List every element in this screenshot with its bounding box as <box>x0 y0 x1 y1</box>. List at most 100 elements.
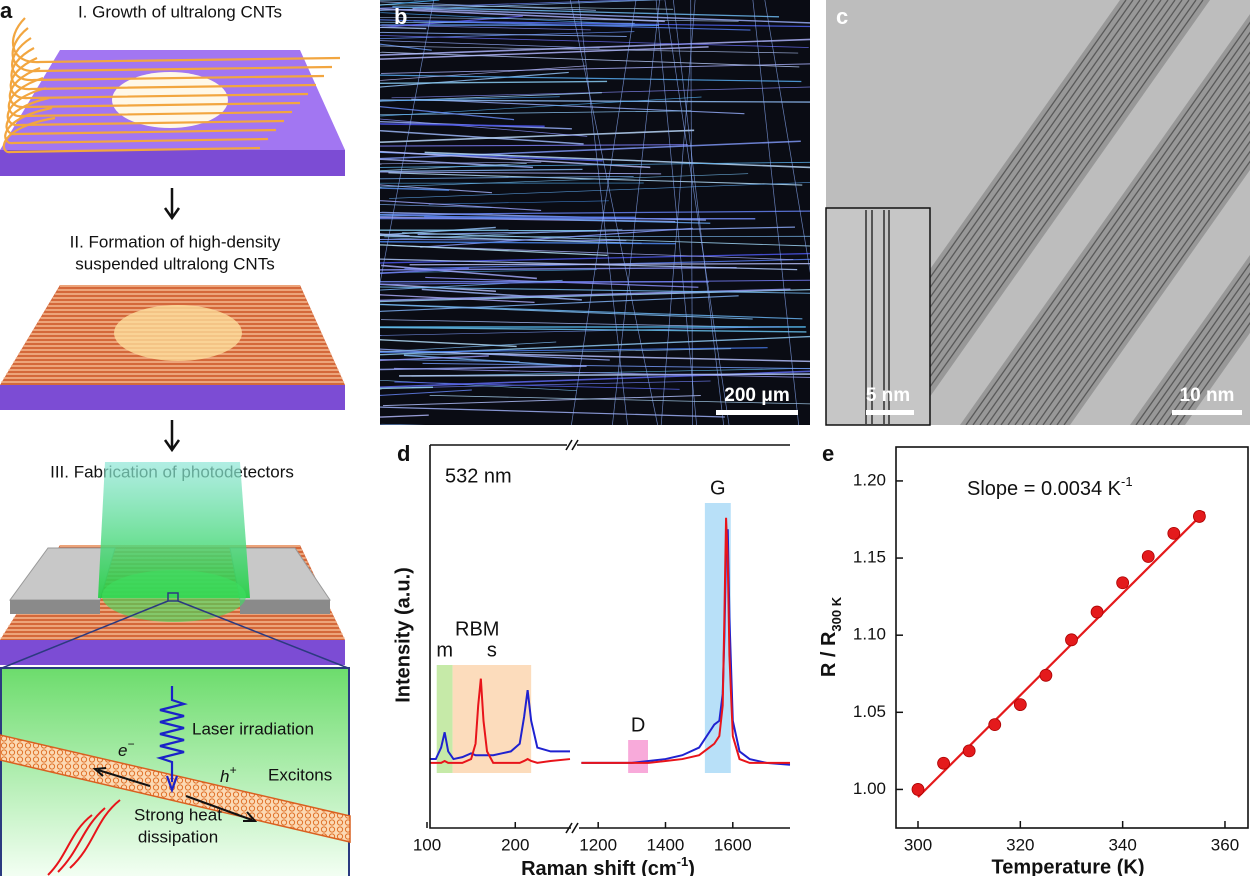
tube-wall <box>1042 130 1250 425</box>
cnt-image <box>380 0 810 425</box>
cnt-streak <box>380 129 584 145</box>
cnt-streak <box>380 0 644 9</box>
cnt-streak <box>380 288 810 303</box>
axis-label-part: ) <box>688 858 695 876</box>
axis-label-part: -1 <box>677 854 689 869</box>
cnt-streak <box>380 99 810 103</box>
cnt-streak <box>380 26 427 30</box>
inset-text: Excitons <box>268 765 332 784</box>
arrow <box>163 188 181 221</box>
scale-label: 5 nm <box>866 385 910 406</box>
panel-label: b <box>394 4 407 29</box>
cnt-streak <box>655 0 697 425</box>
cnt-streak <box>428 200 609 205</box>
cnt-streak <box>404 348 732 356</box>
data-point <box>1116 576 1130 590</box>
cnt-streak <box>380 326 807 333</box>
region-label: D <box>631 714 645 736</box>
axis-label: Slope = 0.0034 K-1 <box>967 474 1133 500</box>
tube-wall <box>1007 81 1250 425</box>
cnt-streak <box>380 161 542 165</box>
x-axis-label: Temperature (K) <box>992 856 1145 876</box>
cnt-streak <box>380 244 608 256</box>
cnt-streak <box>380 238 627 242</box>
inset-text: − <box>127 737 134 751</box>
cnt-streak <box>380 16 739 22</box>
substrate-side <box>0 385 345 410</box>
panel-label: d <box>397 441 410 466</box>
cnt-streak <box>404 258 810 270</box>
cnt-streak <box>421 288 582 301</box>
data-point <box>1065 633 1078 647</box>
cnt-streak <box>380 161 810 168</box>
cnt-streak <box>380 213 493 217</box>
cnt-streak <box>380 1 596 11</box>
cnt-streak <box>380 279 810 285</box>
cnt-streak <box>380 414 429 418</box>
y-tick-label: 1.15 <box>853 548 886 567</box>
axis-label-part: 300 K <box>829 596 844 631</box>
tube-bundle <box>960 14 1250 425</box>
cnt-streak <box>380 35 809 48</box>
tube-wall <box>986 51 1250 425</box>
inset-text: Strong heat <box>134 805 222 824</box>
tube-wall <box>1028 110 1250 425</box>
tube-wall <box>979 41 1250 425</box>
cnt-streak <box>672 0 724 425</box>
panel-a: a I. Growth of ultralong CNTs II. Format… <box>0 0 351 876</box>
x-tick-label: 200 <box>501 835 529 854</box>
x-tick-label: 1400 <box>647 835 685 854</box>
cnt-streak <box>402 232 810 247</box>
cnt-streak <box>380 355 489 362</box>
cnt-line <box>7 76 293 118</box>
cnt-streak <box>380 8 665 23</box>
cnt-streak <box>424 151 810 169</box>
cnt-streak <box>417 226 795 236</box>
cnt-streak <box>380 0 432 1</box>
cnt-streak <box>384 235 810 238</box>
cnt-streak <box>380 184 493 194</box>
y-tick-label: 1.05 <box>853 702 886 721</box>
photon <box>156 686 188 794</box>
region-label: s <box>487 639 497 661</box>
cnt-streak <box>389 182 810 199</box>
tube-wall <box>1021 100 1250 425</box>
cnt-streak <box>380 24 591 31</box>
tube-wall <box>888 0 1190 425</box>
cnt-streak <box>380 129 695 143</box>
step-title: I. Growth of ultralong CNTs <box>78 2 282 21</box>
tube-wall <box>993 61 1250 425</box>
tube-bundle <box>1130 255 1250 425</box>
x-tick-label: 300 <box>904 835 932 854</box>
y-axis-label: Intensity (a.u.) <box>392 567 414 703</box>
zoom-lines <box>1 600 349 669</box>
panel-label: c <box>836 4 848 29</box>
cnt-streak <box>380 163 527 172</box>
cnt-streak <box>380 240 676 245</box>
cnt-streak <box>380 158 533 169</box>
cnt-streak <box>380 423 426 425</box>
cnt-streak <box>380 110 691 116</box>
spectrum <box>581 517 790 764</box>
cnt-streak <box>392 6 780 18</box>
tube-wall <box>1014 90 1250 425</box>
tube-wall <box>1170 311 1250 425</box>
x-tick-label: 100 <box>413 835 441 854</box>
cnt-streak <box>578 0 628 425</box>
cnt-streak <box>380 120 572 130</box>
tube-wall <box>1142 272 1250 425</box>
x-tick-label: 1200 <box>579 835 617 854</box>
hole-arrow <box>185 795 258 822</box>
cnt-line <box>11 27 333 73</box>
cnt-streak <box>569 0 658 425</box>
tube-wall <box>1035 120 1250 425</box>
cnt-streak <box>380 43 432 51</box>
cnt-streak <box>380 389 472 396</box>
step-title: suspended ultralong CNTs <box>75 254 274 273</box>
cnt-streak <box>412 8 810 24</box>
nanotube-mesh <box>0 734 351 843</box>
hole <box>112 72 228 128</box>
data-point <box>1141 550 1155 563</box>
cnt-streak <box>380 370 810 388</box>
panel-label: e <box>822 441 834 466</box>
